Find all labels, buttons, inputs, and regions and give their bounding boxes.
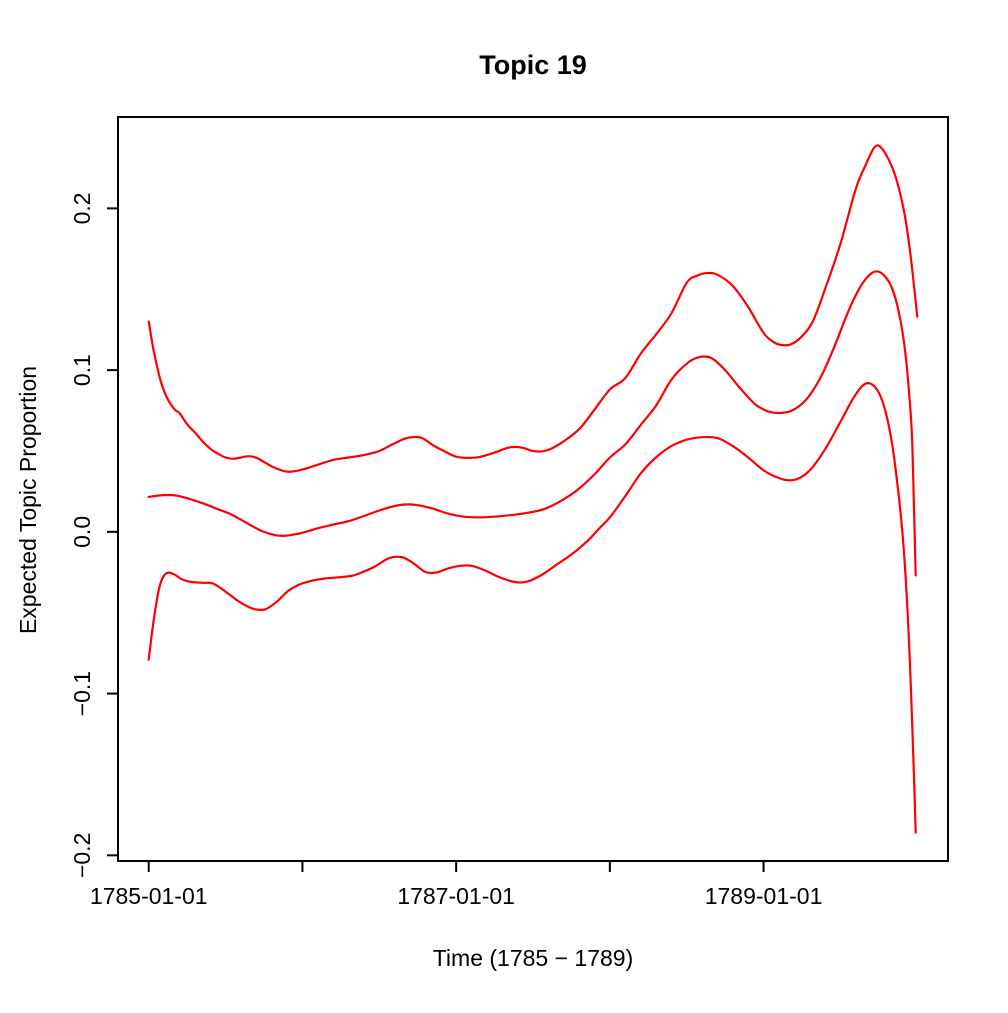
series-line-estimate — [147, 270, 917, 577]
y-tick-label: 0.2 — [69, 192, 95, 224]
y-tick-label: 0.1 — [69, 354, 95, 386]
series-line-lower_ci — [147, 382, 917, 834]
x-tick-label: 1785-01-01 — [90, 883, 208, 909]
x-tick-label: 1789-01-01 — [705, 883, 823, 909]
x-axis-title: Time (1785 − 1789) — [433, 945, 634, 971]
x-tick-label: 1787-01-01 — [397, 883, 515, 909]
y-axis-ticks: −0.2 −0.1 0.0 0.1 0.2 — [69, 192, 118, 878]
series-lines — [147, 144, 919, 834]
chart-title: Topic 19 — [479, 50, 587, 80]
series-line-upper_ci — [147, 144, 919, 473]
y-axis-title: Expected Topic Proportion — [15, 366, 41, 634]
plot-box — [117, 116, 949, 862]
x-axis-ticks: 1785-01-01 1787-01-01 1789-01-01 — [90, 861, 822, 909]
y-tick-label: −0.1 — [69, 671, 95, 716]
y-tick-label: −0.2 — [69, 833, 95, 878]
y-tick-label: 0.0 — [69, 516, 95, 548]
